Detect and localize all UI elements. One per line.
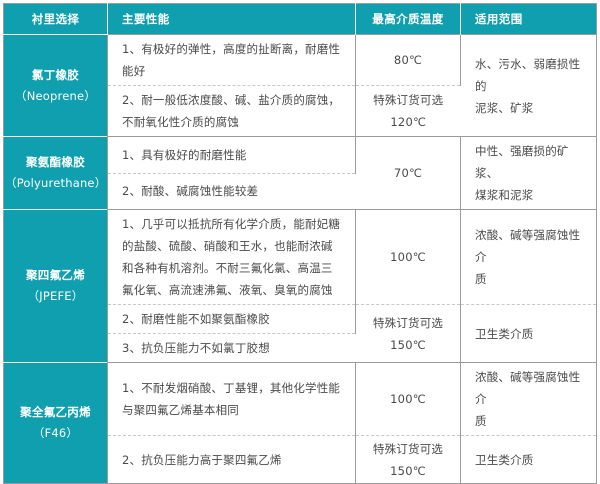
scope-cell-line: 卫生类介质 [475, 452, 534, 467]
scope-cell-line: 质 [475, 414, 487, 428]
performance-cell: 3、抗负压能力不如氯丁胶想 [107, 333, 356, 363]
performance-cell-line: 3、抗负压能力不如氯丁胶想 [122, 341, 270, 355]
max-temp-cell-line: 100℃ [390, 250, 426, 264]
scope-cell: 浓酸、碱等强腐蚀性介质 [460, 209, 596, 305]
max-temp-cell-line: 80℃ [393, 53, 423, 67]
material-name-cell: 氯丁橡胶 （Neoprene） [3, 34, 108, 137]
max-temp-cell-line: 120℃ [390, 115, 427, 129]
material-name-cn: 聚全氟乙丙烯 [20, 405, 91, 419]
max-temp-cell: 80℃ [355, 34, 461, 86]
performance-cell-line: 1、不耐发烟硝酸、丁基锂，其他化学性能 [122, 381, 341, 395]
performance-cell-line: 不耐氧化性介质的腐蚀 [122, 115, 239, 129]
scope-cell: 浓酸、碱等强腐蚀性介质 [460, 362, 596, 436]
table-row: 2、耐酸、碱腐蚀性能较差 [4, 172, 597, 210]
material-name-en: （Neoprene） [15, 88, 96, 103]
performance-cell-line: 1、具有极好的耐磨性能 [122, 147, 247, 162]
scope-cell: 水、污水、弱磨损性的泥浆、矿浆 [460, 34, 596, 137]
performance-cell-line: 2、耐磨性能不如聚氨酯橡胶 [122, 312, 270, 326]
table-body: 氯丁橡胶 （Neoprene） 1、有极好的弹性，高度的扯断离，耐磨性 能好 80℃ 水、… [3, 34, 597, 484]
performance-cell-empty [595, 461, 597, 484]
scope-cell-line: 浓酸、碱等强腐蚀性介 [475, 228, 581, 264]
scope-cell-line: 浓酸、碱等强腐蚀性介 [475, 370, 581, 406]
performance-cell-line: 和各种有机溶剂。不耐三氟化氯、高温三 [122, 261, 333, 275]
material-name-cell: 聚氨酯橡胶 （Polyurethane） [3, 136, 108, 210]
performance-cell: 1、具有极好的耐磨性能 [107, 136, 356, 173]
max-temp-cell: 特殊订货可选 150℃ [355, 304, 461, 363]
column-header-performance: 主要性能 [107, 3, 356, 35]
material-name-cn: 聚四氟乙烯 [26, 268, 85, 282]
max-temp-cell-line: 特殊订货可选 [372, 441, 444, 456]
max-temp-cell-line: 特殊订货可选 [373, 93, 444, 107]
max-temp-cell-line: 150℃ [390, 463, 426, 478]
scope-cell: 中性、强磨损的矿浆、煤浆和泥浆 [460, 136, 596, 210]
scope-cell-line: 泥浆、矿浆 [475, 100, 534, 115]
performance-cell: 2、耐一般低浓度酸、碱、盐介质的腐蚀， 不耐氧化性介质的腐蚀 [107, 85, 356, 137]
performance-cell-line: 2、耐一般低浓度酸、碱、盐介质的腐蚀， [122, 93, 341, 107]
scope-cell: 卫生类介质 [460, 435, 596, 484]
scope-cell-line: 质 [475, 272, 487, 286]
performance-cell-line: 氟化氧、高流速沸氟、液氧、臭氧的腐蚀 [122, 283, 333, 297]
material-name-en: （Polyurethane） [5, 176, 107, 190]
performance-cell-line: 能好 [122, 64, 146, 78]
lining-selection-table-container: 衬里选择 主要性能 最高介质温度 适用范围 氯丁橡胶 （Neoprene） 1、有极… [3, 3, 597, 484]
scope-cell-line: 卫生类介质 [475, 326, 534, 341]
column-header-max-temp: 最高介质温度 [355, 3, 461, 35]
performance-cell-line: 1、有极好的弹性，高度的扯断离，耐磨性 [122, 42, 341, 56]
table-header-row: 衬里选择 主要性能 最高介质温度 适用范围 [3, 3, 597, 35]
performance-cell-line: 2、耐酸、碱腐蚀性能较差 [122, 184, 259, 199]
material-name-cn: 氯丁橡胶 [31, 67, 80, 82]
column-header-lining: 衬里选择 [3, 3, 108, 35]
table-header: 衬里选择 主要性能 最高介质温度 适用范围 [3, 3, 597, 35]
scope-cell-line: 中性、强磨损的矿浆、 [475, 144, 569, 180]
performance-cell: 2、耐酸、碱腐蚀性能较差 [107, 172, 356, 210]
max-temp-cell-line: 150℃ [390, 337, 426, 352]
max-temp-cell: 70℃ [355, 136, 461, 210]
scope-cell-line: 煤浆和泥浆 [475, 188, 534, 202]
max-temp-cell: 特殊订货可选 120℃ [355, 85, 461, 137]
lining-selection-table: 衬里选择 主要性能 最高介质温度 适用范围 氯丁橡胶 （Neoprene） 1、有极… [3, 3, 597, 484]
material-name-cell: 聚四氟乙烯 （JPEFE） [3, 209, 108, 363]
max-temp-cell: 特殊订货可选 150℃ [355, 435, 461, 484]
max-temp-cell: 100℃ [355, 362, 461, 436]
performance-cell-line: 与聚四氟乙烯基本相同 [122, 403, 239, 417]
performance-cell-line: 2、抗负压能力高于聚四氟乙烯 [122, 452, 282, 467]
performance-cell: 1、几乎可以抵抗所有化学介质，能耐妃糖 的盐酸、硫酸、硝酸和王水，也能耐浓碱 和各种… [107, 209, 356, 305]
table-row: 2、耐磨性能不如聚氨酯橡胶 特殊订货可选 150℃ 卫生类介质 [4, 304, 597, 363]
performance-cell-line: 的盐酸、硫酸、硝酸和王水，也能耐浓碱 [122, 239, 333, 253]
table-row: 聚全氟乙丙烯 （F46） 1、不耐发烟硝酸、丁基锂，其他化学性能 与聚四氟乙烯基本相同… [3, 362, 597, 484]
max-temp-cell-line: 特殊订货可选 [372, 315, 444, 330]
column-header-scope: 适用范围 [460, 3, 596, 35]
table-row: 3、抗负压能力不如氯丁胶想 [4, 333, 597, 363]
max-temp-cell-line: 100℃ [390, 392, 426, 406]
performance-cell: 2、抗负压能力高于聚四氟乙烯 [107, 435, 356, 484]
table-row: 聚氨酯橡胶 （Polyurethane） 1、具有极好的耐磨性能 70℃ 中性、强磨损的… [3, 136, 597, 210]
material-name-en: （F46） [32, 426, 79, 440]
max-temp-cell: 100℃ [355, 209, 461, 305]
performance-cell-line: 1、几乎可以抵抗所有化学介质，能耐妃糖 [122, 217, 341, 231]
table-row: 聚四氟乙烯 （JPEFE） 1、几乎可以抵抗所有化学介质，能耐妃糖 的盐酸、硫酸、硝酸… [3, 209, 597, 363]
table-row: 2、耐一般低浓度酸、碱、盐介质的腐蚀， 不耐氧化性介质的腐蚀 特殊订货可选 120℃ [4, 85, 597, 137]
material-name-en: （JPEFE） [27, 289, 84, 303]
material-name-cell: 聚全氟乙丙烯 （F46） [3, 362, 108, 484]
scope-cell: 卫生类介质 [460, 304, 596, 363]
scope-cell-line: 水、污水、弱磨损性的 [475, 56, 581, 93]
table-row: 氯丁橡胶 （Neoprene） 1、有极好的弹性，高度的扯断离，耐磨性 能好 80℃ 水、… [3, 34, 597, 137]
max-temp-cell-line: 70℃ [393, 166, 423, 180]
performance-cell: 2、耐磨性能不如聚氨酯橡胶 [107, 304, 356, 334]
performance-cell: 1、有极好的弹性，高度的扯断离，耐磨性 能好 [107, 34, 356, 86]
performance-cell: 1、不耐发烟硝酸、丁基锂，其他化学性能 与聚四氟乙烯基本相同 [107, 362, 356, 436]
material-name-cn: 聚氨酯橡胶 [26, 155, 85, 169]
